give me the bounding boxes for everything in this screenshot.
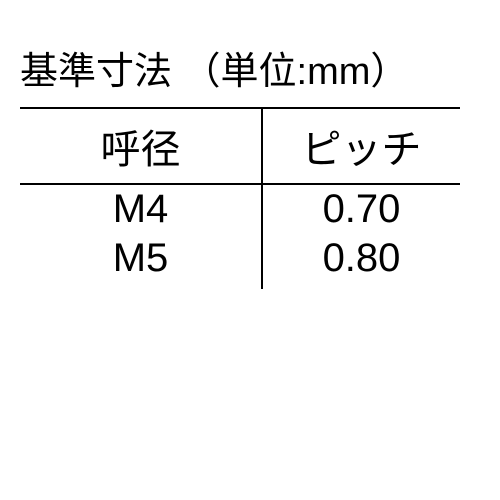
cell-diameter: M5 bbox=[20, 234, 262, 289]
table-row: M4 0.70 bbox=[20, 184, 460, 234]
spec-table: 呼径 ピッチ M4 0.70 M5 0.80 bbox=[20, 107, 460, 289]
cell-pitch: 0.70 bbox=[262, 184, 460, 234]
cell-pitch: 0.80 bbox=[262, 234, 460, 289]
table-header-row: 呼径 ピッチ bbox=[20, 108, 460, 184]
dimensions-title: 基準寸法 （単位:mm） bbox=[20, 40, 480, 95]
header-pitch: ピッチ bbox=[262, 108, 460, 184]
cell-diameter: M4 bbox=[20, 184, 262, 234]
table-row: M5 0.80 bbox=[20, 234, 460, 289]
header-diameter: 呼径 bbox=[20, 108, 262, 184]
